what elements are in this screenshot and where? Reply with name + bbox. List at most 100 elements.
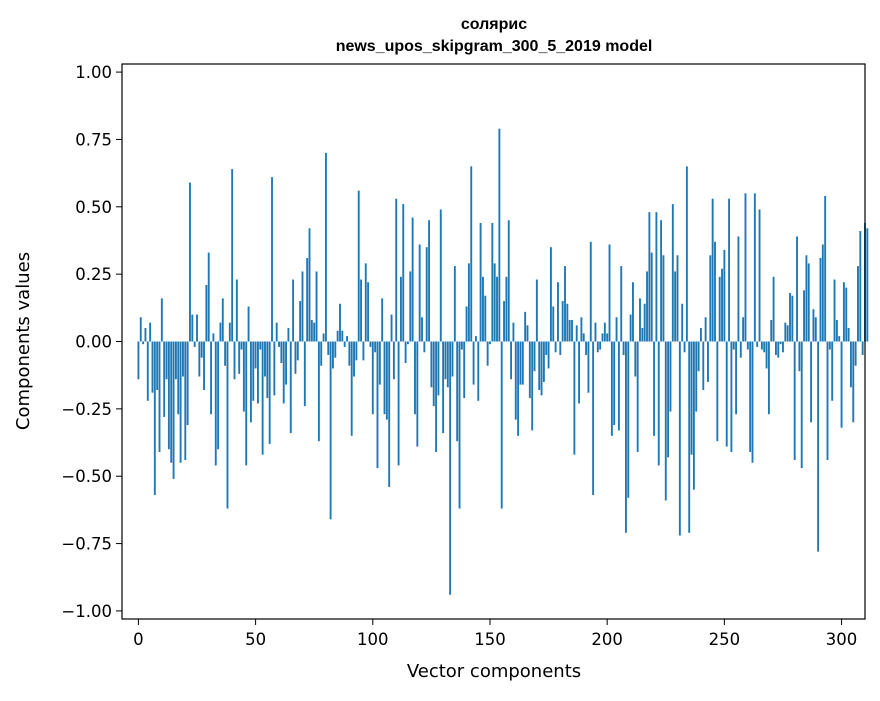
bar-251 <box>725 341 728 447</box>
bar-64 <box>287 328 290 342</box>
bar-9 <box>158 341 161 452</box>
bar-224 <box>662 255 665 342</box>
x-tick-label: 150 <box>474 630 506 649</box>
bar-243 <box>707 341 709 382</box>
bar-223 <box>660 220 663 342</box>
bar-3 <box>144 328 147 342</box>
bar-234 <box>685 166 688 342</box>
bar-165 <box>524 311 527 342</box>
bar-24 <box>193 341 196 347</box>
y-tick-label: 0.00 <box>75 333 112 352</box>
bar-134 <box>451 341 454 377</box>
bar-57 <box>271 177 273 342</box>
bar-171 <box>538 341 541 390</box>
bar-191 <box>585 341 588 355</box>
x-tick-label: 250 <box>709 630 741 649</box>
bar-187 <box>575 325 578 342</box>
bar-287 <box>810 341 813 423</box>
bar-126 <box>432 341 435 407</box>
bar-239 <box>697 341 700 372</box>
bar-119 <box>416 341 419 447</box>
bar-7 <box>153 341 156 496</box>
bar-46 <box>245 341 248 466</box>
bar-199 <box>603 322 606 342</box>
bar-8 <box>156 341 159 390</box>
bar-107 <box>388 341 391 487</box>
bar-86 <box>339 303 341 342</box>
x-axis-ticks: 0 50 100 150 200 250 300 <box>133 619 857 649</box>
bar-277 <box>786 325 789 342</box>
bar-128 <box>437 341 440 396</box>
bar-214 <box>639 298 641 342</box>
bar-41 <box>233 341 236 380</box>
bar-296 <box>831 341 834 401</box>
bar-144 <box>474 336 477 342</box>
bar-49 <box>252 341 255 401</box>
bar-170 <box>535 279 538 342</box>
bar-0 <box>137 341 140 380</box>
bar-282 <box>798 341 801 372</box>
bar-266 <box>760 341 763 350</box>
bar-264 <box>756 341 759 347</box>
bar-302 <box>845 287 848 342</box>
bar-189 <box>580 317 583 342</box>
bar-141 <box>467 263 470 342</box>
bar-45 <box>242 341 245 412</box>
bar-29 <box>205 284 208 342</box>
bar-52 <box>259 341 262 350</box>
bar-76 <box>315 271 318 342</box>
bar-308 <box>859 231 862 342</box>
bar-2 <box>142 341 145 345</box>
bar-118 <box>414 341 416 415</box>
bar-148 <box>484 295 487 342</box>
bar-309 <box>861 341 864 355</box>
bar-304 <box>850 341 852 388</box>
bar-48 <box>249 341 252 423</box>
bar-180 <box>559 341 562 355</box>
bar-54 <box>264 341 266 377</box>
bar-272 <box>775 341 777 355</box>
bar-23 <box>191 314 194 342</box>
bar-30 <box>207 252 210 342</box>
bar-256 <box>737 236 740 342</box>
bar-188 <box>578 341 580 404</box>
bar-113 <box>402 204 405 342</box>
bar-246 <box>714 241 716 342</box>
bar-138 <box>460 341 463 350</box>
bar-114 <box>404 341 407 364</box>
y-tick-label: 0.25 <box>75 265 112 284</box>
bar-40 <box>231 169 234 342</box>
bar-82 <box>329 341 332 520</box>
bar-177 <box>552 306 555 342</box>
bar-216 <box>643 303 646 342</box>
bar-207 <box>622 341 625 355</box>
bar-294 <box>826 341 829 461</box>
bar-130 <box>442 341 445 434</box>
bar-89 <box>346 336 348 342</box>
bar-4 <box>146 341 149 401</box>
bar-155 <box>500 341 503 509</box>
y-axis-ticks: 1.00 0.75 0.50 0.25 0.00 −0.25 −0.50 −0.75 −1.00 <box>61 63 122 621</box>
x-tick-label: 200 <box>591 630 623 649</box>
bar-143 <box>472 341 475 385</box>
bar-109 <box>392 341 395 380</box>
bar-69 <box>299 301 302 342</box>
bar-167 <box>528 341 531 399</box>
bar-168 <box>531 341 534 431</box>
bar-146 <box>479 222 482 342</box>
bar-222 <box>657 341 660 466</box>
bar-5 <box>149 322 152 342</box>
bar-160 <box>512 322 515 342</box>
bar-212 <box>634 341 637 377</box>
bar-74 <box>310 319 313 342</box>
y-axis-label: Components values <box>13 252 34 430</box>
bar-97 <box>364 263 367 342</box>
bar-92 <box>353 341 355 377</box>
bar-186 <box>573 341 576 455</box>
bar-65 <box>289 341 292 434</box>
bar-267 <box>763 341 766 353</box>
bar-261 <box>749 341 752 452</box>
bar-124 <box>428 220 430 342</box>
bar-100 <box>371 341 374 415</box>
bar-299 <box>838 336 841 342</box>
